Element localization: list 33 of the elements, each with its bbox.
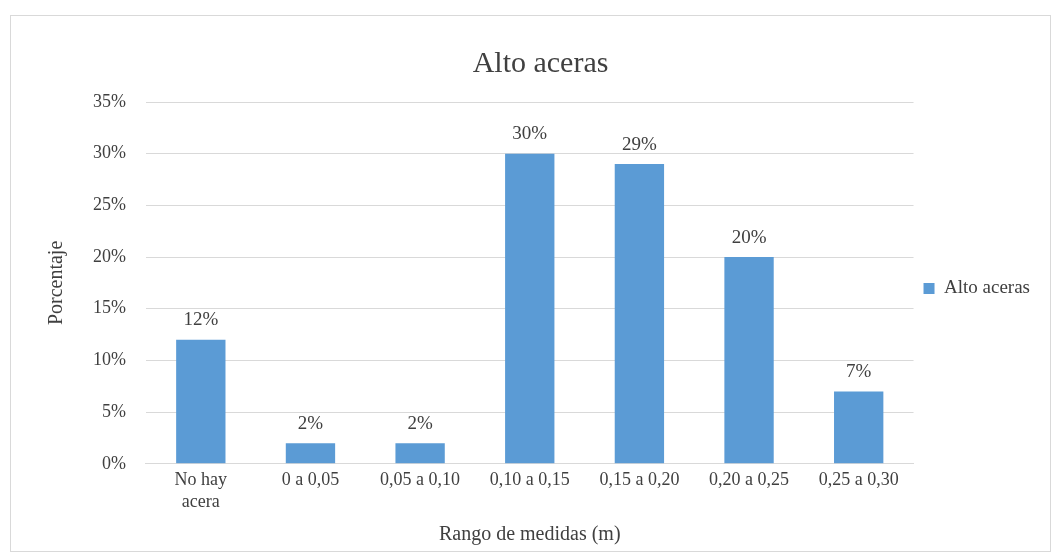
bar — [834, 391, 884, 464]
data-label: 30% — [512, 122, 548, 144]
y-tick-label: 30% — [92, 142, 126, 163]
legend-label: Alto aceras — [944, 276, 1030, 298]
y-tick-label: 35% — [92, 90, 126, 111]
data-label: 2% — [407, 411, 433, 433]
y-tick-label: 20% — [92, 245, 126, 266]
bar — [395, 443, 445, 464]
x-tick-label: 0,25 a 0,30 — [818, 469, 899, 490]
x-tick-label: 0,10 a 0,15 — [489, 469, 570, 490]
chart-title: Alto aceras — [472, 44, 609, 78]
bar — [724, 257, 774, 464]
y-tick-label: 5% — [101, 400, 126, 421]
x-tick-label: 0,05 a 0,10 — [380, 469, 461, 490]
data-label: 20% — [731, 225, 767, 247]
data-label: 12% — [183, 308, 219, 330]
bar — [505, 153, 555, 464]
bar — [176, 339, 226, 464]
x-tick-label: 0 a 0,05 — [281, 469, 340, 490]
bar — [614, 164, 665, 464]
x-axis-title: Rango de medidas (m) — [438, 522, 621, 546]
y-tick-label: 10% — [92, 349, 126, 370]
y-axis-title: Porcentaje — [44, 240, 68, 326]
y-tick-label: 0% — [101, 452, 126, 473]
y-tick-label: 15% — [92, 297, 126, 318]
x-tick-label: 0,20 a 0,25 — [709, 469, 790, 490]
bar — [285, 443, 336, 464]
data-label: 2% — [297, 411, 324, 433]
data-label: 7% — [846, 359, 872, 381]
x-tick-label: 0,15 a 0,20 — [599, 469, 680, 490]
x-tick-label: No hay acera — [174, 469, 228, 511]
y-tick-label: 25% — [92, 194, 126, 215]
data-label: 29% — [621, 132, 657, 154]
